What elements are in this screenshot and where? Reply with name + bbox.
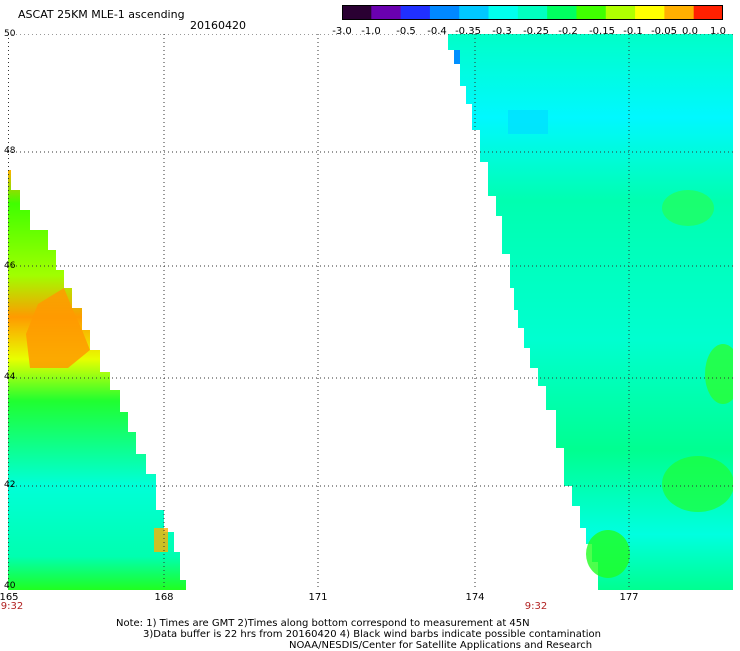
swath-right-green-patch xyxy=(662,456,733,512)
map-date: 20160420 xyxy=(190,19,246,32)
swath-right-blue-spot xyxy=(454,50,460,64)
colorbar-swatch xyxy=(664,5,695,20)
colorbar-tick: 0.0 xyxy=(682,26,698,37)
colorbar-swatch xyxy=(517,5,548,20)
colorbar-swatch xyxy=(605,5,636,20)
swath-right-blue-patch xyxy=(508,110,548,134)
pass-time-label: 9:32 xyxy=(524,601,548,612)
colorbar-tick: -0.35 xyxy=(455,26,481,37)
colorbar-swatch xyxy=(635,5,665,20)
lon-label: 168 xyxy=(154,592,174,603)
colorbar-swatch xyxy=(459,5,490,20)
lon-label: 174 xyxy=(465,592,485,603)
lat-label: 50 xyxy=(4,29,16,39)
colorbar-tick: -0.4 xyxy=(427,26,447,37)
colorbar-tick: -1.0 xyxy=(361,26,381,37)
colorbar-tick: -0.25 xyxy=(523,26,549,37)
swath-right-green-patch xyxy=(586,530,630,578)
colorbar-swatches xyxy=(342,5,724,20)
colorbar-swatch xyxy=(371,5,402,20)
footer-note-line1: Note: 1) Times are GMT 2)Times along bot… xyxy=(116,618,530,629)
swath-right xyxy=(448,34,733,590)
swath-left-warm-spot xyxy=(154,528,168,552)
colorbar-swatch xyxy=(342,5,372,20)
pass-time-label: 9:32 xyxy=(0,601,24,612)
lon-label: 177 xyxy=(619,592,639,603)
footer-credit: NOAA/NESDIS/Center for Satellite Applica… xyxy=(289,640,593,651)
map-plot-area[interactable] xyxy=(8,34,733,590)
colorbar-swatch xyxy=(576,5,607,20)
lon-label: 165 xyxy=(0,592,19,603)
lat-label: 48 xyxy=(4,146,16,156)
swath-right-green-patch xyxy=(705,344,733,404)
colorbar-tick: -0.15 xyxy=(589,26,615,37)
colorbar xyxy=(342,5,724,20)
colorbar-tick: -0.5 xyxy=(396,26,416,37)
colorbar-swatch xyxy=(693,5,724,20)
colorbar-tick: -0.1 xyxy=(623,26,643,37)
lat-label: 44 xyxy=(4,372,16,382)
lon-label: 171 xyxy=(308,592,328,603)
swath-map xyxy=(8,34,733,590)
colorbar-tick: -3.0 xyxy=(332,26,352,37)
colorbar-tick: -0.3 xyxy=(492,26,512,37)
swath-left xyxy=(8,170,186,590)
colorbar-swatch xyxy=(488,5,519,20)
swath-left-warm-patch xyxy=(26,288,90,368)
colorbar-tick: -0.2 xyxy=(558,26,578,37)
lat-label: 42 xyxy=(4,480,16,490)
map-title: ASCAT 25KM MLE-1 ascending xyxy=(18,8,185,21)
colorbar-border xyxy=(342,5,723,20)
colorbar-swatch xyxy=(547,5,577,20)
lat-label: 40 xyxy=(4,581,16,591)
colorbar-tick: 1.0 xyxy=(710,26,726,37)
colorbar-swatch xyxy=(400,5,431,20)
footer-note-line2: 3)Data buffer is 22 hrs from 20160420 4)… xyxy=(143,629,601,640)
map-gridlines xyxy=(8,34,733,590)
colorbar-swatch xyxy=(429,5,460,20)
swath-right-green-patch xyxy=(662,190,714,226)
lat-label: 46 xyxy=(4,261,16,271)
colorbar-tick: -0.05 xyxy=(651,26,677,37)
